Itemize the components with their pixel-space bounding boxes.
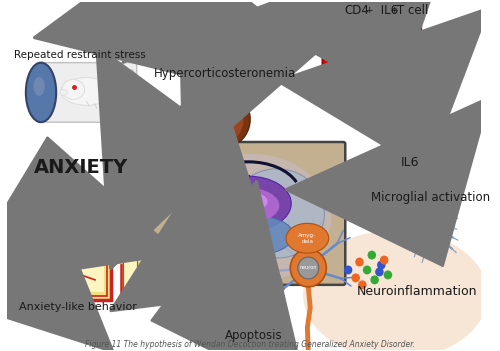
Circle shape bbox=[412, 122, 420, 130]
Circle shape bbox=[406, 145, 413, 153]
FancyArrowPatch shape bbox=[152, 181, 308, 351]
Text: Apoptosis: Apoptosis bbox=[224, 329, 282, 342]
Ellipse shape bbox=[61, 78, 112, 105]
FancyArrowPatch shape bbox=[0, 138, 178, 287]
Ellipse shape bbox=[224, 110, 244, 139]
FancyArrowPatch shape bbox=[178, 0, 314, 168]
Ellipse shape bbox=[303, 230, 488, 351]
FancyArrowPatch shape bbox=[97, 47, 237, 269]
FancyBboxPatch shape bbox=[152, 142, 346, 285]
Text: Amyg-
dala: Amyg- dala bbox=[298, 233, 316, 244]
Bar bbox=[120, 218, 140, 296]
Ellipse shape bbox=[218, 102, 250, 145]
Text: T cell: T cell bbox=[398, 4, 429, 17]
Circle shape bbox=[399, 46, 406, 53]
Circle shape bbox=[380, 42, 392, 54]
Ellipse shape bbox=[62, 80, 84, 99]
Circle shape bbox=[395, 37, 402, 43]
Bar bbox=[28, 219, 108, 296]
Text: Microglia: Microglia bbox=[416, 226, 441, 231]
Text: Hypercorticosteronemia: Hypercorticosteronemia bbox=[154, 67, 296, 80]
Circle shape bbox=[403, 105, 410, 113]
Circle shape bbox=[357, 35, 364, 42]
Circle shape bbox=[380, 256, 388, 265]
Ellipse shape bbox=[76, 78, 85, 85]
Ellipse shape bbox=[230, 169, 324, 258]
Circle shape bbox=[373, 34, 380, 41]
FancyBboxPatch shape bbox=[322, 20, 421, 72]
Circle shape bbox=[418, 217, 439, 239]
Circle shape bbox=[342, 37, 348, 44]
Text: neuron: neuron bbox=[300, 265, 317, 271]
Ellipse shape bbox=[286, 223, 329, 253]
Circle shape bbox=[363, 265, 372, 274]
Text: +: + bbox=[365, 6, 372, 15]
Ellipse shape bbox=[204, 214, 294, 256]
Circle shape bbox=[355, 258, 364, 266]
FancyArrowPatch shape bbox=[34, 0, 214, 79]
Ellipse shape bbox=[168, 223, 211, 253]
FancyArrowPatch shape bbox=[111, 124, 283, 311]
Circle shape bbox=[364, 47, 370, 54]
Bar bbox=[24, 216, 111, 300]
Ellipse shape bbox=[206, 176, 291, 231]
Text: CD4: CD4 bbox=[344, 4, 369, 17]
Circle shape bbox=[412, 211, 446, 246]
FancyArrowPatch shape bbox=[278, 8, 488, 171]
Circle shape bbox=[384, 271, 392, 279]
Text: Figure 11 The hypothesis of Wendan Decoction treating Generalized Anxiety Disord: Figure 11 The hypothesis of Wendan Decoc… bbox=[85, 340, 415, 349]
Ellipse shape bbox=[170, 154, 331, 283]
FancyBboxPatch shape bbox=[333, 30, 410, 62]
Text: Neuroinflammation: Neuroinflammation bbox=[357, 285, 478, 298]
Ellipse shape bbox=[173, 169, 268, 258]
Circle shape bbox=[375, 267, 384, 276]
Circle shape bbox=[344, 265, 352, 274]
Circle shape bbox=[290, 249, 326, 287]
FancyBboxPatch shape bbox=[36, 62, 136, 122]
Text: ANXIETY: ANXIETY bbox=[34, 158, 128, 177]
Circle shape bbox=[298, 257, 318, 279]
Bar bbox=[124, 221, 136, 293]
Text: Anxiety-like behavior: Anxiety-like behavior bbox=[19, 302, 137, 312]
Bar bbox=[108, 251, 153, 263]
Circle shape bbox=[352, 273, 360, 282]
Text: Hypothalamus: Hypothalamus bbox=[226, 235, 272, 240]
Text: +: + bbox=[390, 6, 398, 15]
Text: IL6: IL6 bbox=[376, 4, 398, 17]
Text: Microglial activation: Microglial activation bbox=[371, 191, 490, 204]
Ellipse shape bbox=[230, 192, 268, 211]
Bar bbox=[32, 223, 104, 292]
Ellipse shape bbox=[184, 110, 204, 139]
Ellipse shape bbox=[34, 77, 45, 96]
Circle shape bbox=[368, 251, 376, 259]
Circle shape bbox=[388, 125, 396, 133]
Circle shape bbox=[376, 37, 396, 59]
Circle shape bbox=[392, 113, 400, 121]
FancyArrowPatch shape bbox=[0, 191, 113, 351]
FancyArrowPatch shape bbox=[244, 0, 452, 99]
Ellipse shape bbox=[60, 90, 68, 95]
Circle shape bbox=[380, 105, 388, 113]
Polygon shape bbox=[207, 109, 220, 133]
Polygon shape bbox=[132, 69, 149, 115]
Circle shape bbox=[377, 260, 386, 270]
Ellipse shape bbox=[26, 62, 56, 122]
Text: IL6: IL6 bbox=[400, 156, 419, 169]
Circle shape bbox=[358, 280, 366, 289]
FancyArrowPatch shape bbox=[286, 98, 489, 265]
Circle shape bbox=[370, 276, 379, 284]
Circle shape bbox=[350, 46, 356, 53]
Text: Repeated restraint stress: Repeated restraint stress bbox=[14, 50, 146, 60]
Ellipse shape bbox=[177, 102, 208, 145]
Ellipse shape bbox=[218, 188, 280, 223]
Text: Amyg-
dala: Amyg- dala bbox=[181, 233, 199, 244]
Circle shape bbox=[401, 132, 409, 140]
Circle shape bbox=[390, 139, 398, 147]
